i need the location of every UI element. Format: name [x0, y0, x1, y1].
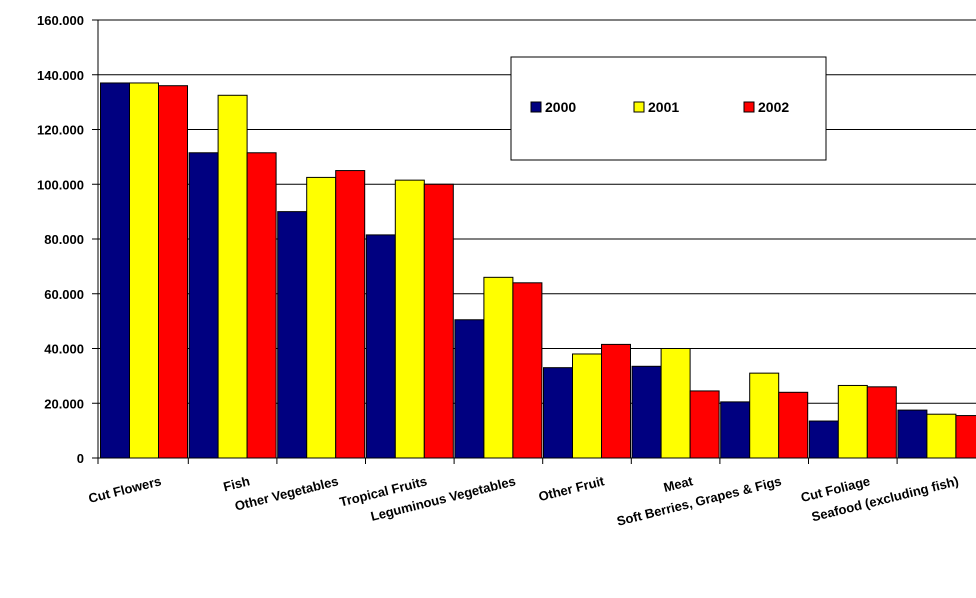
bar-2001-2 [306, 176, 337, 459]
bar-2002-0 [158, 85, 188, 459]
y-tick-label: 100.000 [37, 177, 84, 192]
bar-2002-9 [955, 415, 976, 459]
bar-2000-3 [365, 234, 396, 459]
bar-2002-6 [689, 390, 720, 459]
bar-2002-1 [246, 152, 277, 459]
y-axis-ticks: 0 20.000 40.000 60.000 80.000 100.000 120.000 1… [37, 13, 98, 466]
bar-2002-4 [512, 282, 543, 459]
y-tick-label: 120.000 [37, 123, 84, 138]
bar-2000-9 [897, 409, 928, 459]
legend-label-2001: 2001 [648, 99, 679, 115]
x-category-label: Seafood (excluding fish) [810, 473, 960, 524]
x-category-label: Fish [222, 473, 252, 494]
bar-2001-9 [926, 413, 957, 459]
bar-2000-5 [543, 367, 573, 459]
bar-2001-8 [837, 384, 868, 459]
x-category-label: Other Vegetables [233, 473, 340, 513]
y-tick-label: 20.000 [44, 396, 84, 411]
y-tick-label: 160.000 [37, 13, 84, 28]
y-tick-label: 40.000 [44, 342, 84, 357]
bar-2002-8 [866, 386, 897, 459]
legend: 2000 2001 2002 [510, 56, 827, 161]
bar-2000-7 [720, 401, 751, 459]
x-category-label: Cut Flowers [87, 473, 163, 506]
y-tick-label: 0 [77, 451, 84, 466]
bar-2001-1 [217, 94, 248, 459]
bar-2002-2 [335, 170, 366, 459]
bar-2002-7 [778, 391, 809, 459]
legend-label-2002: 2002 [758, 99, 789, 115]
x-category-label: Other Fruit [537, 473, 606, 504]
bar-2000-2 [277, 211, 308, 459]
bar-2002-5 [601, 343, 631, 459]
bar-2001-6 [660, 348, 691, 459]
axes [97, 20, 976, 464]
bar-2000-1 [188, 152, 219, 459]
y-tick-label: 60.000 [44, 287, 84, 302]
legend-swatch-2002 [743, 101, 755, 113]
y-tick-label: 140.000 [37, 68, 84, 83]
bar-2001-7 [749, 372, 780, 459]
x-category-label: Meat [662, 473, 695, 495]
bar-2001-4 [483, 276, 514, 459]
bar-2000-4 [454, 319, 485, 459]
legend-label-2000: 2000 [545, 99, 576, 115]
bar-2001-0 [129, 82, 159, 459]
bar-2000-6 [631, 365, 662, 459]
legend-swatch-2000 [530, 101, 542, 113]
legend-swatch-2001 [633, 101, 645, 113]
x-category-label: Soft Berries, Grapes & Figs [615, 473, 783, 528]
bar-2000-0 [100, 82, 130, 459]
bar-2002-3 [423, 183, 454, 459]
y-tick-label: 80.000 [44, 232, 84, 247]
bar-2001-5 [572, 353, 602, 459]
legend-box [510, 56, 827, 161]
bar-2000-8 [808, 420, 839, 459]
bars [100, 82, 976, 459]
bar-2001-3 [394, 179, 425, 459]
